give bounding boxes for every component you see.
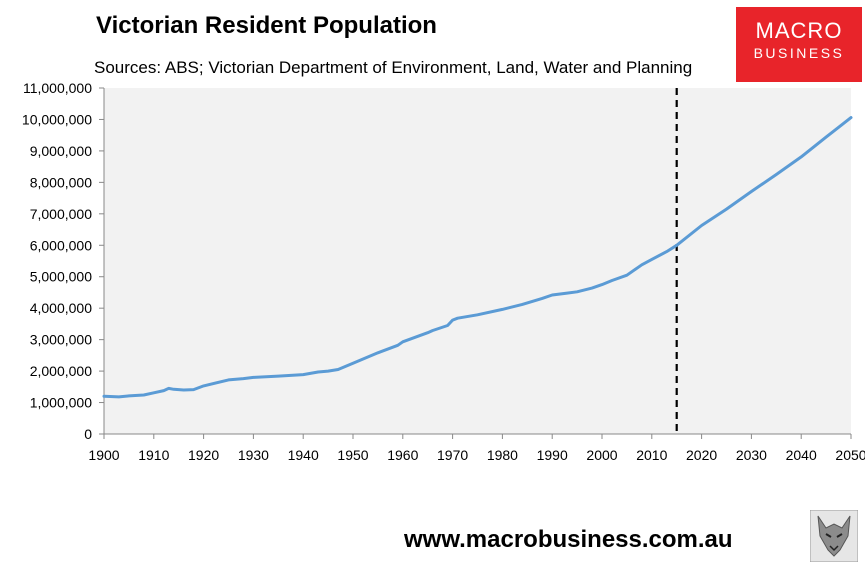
- x-tick-label: 2030: [736, 447, 767, 463]
- y-tick-label: 10,000,000: [22, 111, 92, 127]
- x-tick-label: 2050: [835, 447, 865, 463]
- logo-line1: MACRO: [755, 18, 843, 43]
- x-tick-label: 2000: [586, 447, 617, 463]
- x-tick-label: 1960: [387, 447, 418, 463]
- x-tick-label: 2010: [636, 447, 667, 463]
- population-series-line: [102, 116, 853, 399]
- y-tick-label: 7,000,000: [30, 206, 92, 222]
- x-tick-label: 1950: [337, 447, 368, 463]
- y-tick-label: 8,000,000: [30, 174, 92, 190]
- y-tick-label: 4,000,000: [30, 300, 92, 316]
- series-group: [102, 116, 853, 399]
- macrobusiness-logo: MACRO BUSINESS: [736, 7, 862, 82]
- x-tick-label: 1930: [238, 447, 269, 463]
- plot-area: [104, 88, 851, 434]
- x-tick-label: 1940: [288, 447, 319, 463]
- x-tick-label: 1900: [88, 447, 119, 463]
- y-axis-ticks: 0 1,000,000 2,000,000 3,000,000 4,000,000 5,0…: [22, 80, 104, 442]
- x-tick-label: 1910: [138, 447, 169, 463]
- x-axis-ticks: 1900 1910 1920 1930 1940 1950 1960 1970 1980 1990…: [88, 434, 865, 463]
- y-tick-label: 5,000,000: [30, 269, 92, 285]
- y-tick-label: 0: [84, 426, 92, 442]
- wolf-logo-icon: [810, 510, 858, 562]
- x-tick-label: 1920: [188, 447, 219, 463]
- y-tick-label: 2,000,000: [30, 363, 92, 379]
- chart-subtitle: Sources: ABS; Victorian Department of En…: [94, 58, 693, 77]
- y-tick-label: 6,000,000: [30, 237, 92, 253]
- y-tick-label: 9,000,000: [30, 143, 92, 159]
- footer-url: www.macrobusiness.com.au: [404, 526, 733, 553]
- x-tick-label: 1990: [537, 447, 568, 463]
- logo-line2: BUSINESS: [753, 45, 845, 61]
- x-tick-label: 2040: [786, 447, 817, 463]
- y-tick-label: 11,000,000: [23, 80, 92, 96]
- x-tick-label: 2020: [686, 447, 717, 463]
- y-tick-label: 1,000,000: [30, 395, 92, 411]
- x-tick-label: 1970: [437, 447, 468, 463]
- axes: [103, 88, 851, 435]
- y-tick-label: 3,000,000: [30, 332, 92, 348]
- x-tick-label: 1980: [487, 447, 518, 463]
- chart-title: Victorian Resident Population: [96, 12, 437, 39]
